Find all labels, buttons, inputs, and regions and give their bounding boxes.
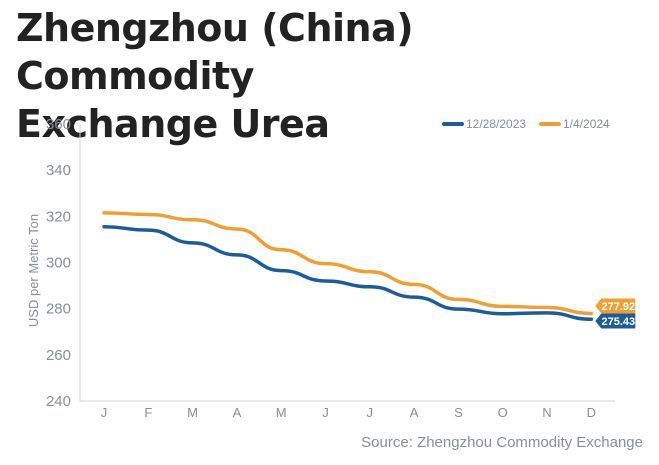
series-lines xyxy=(102,211,594,321)
title-line-1: Zhengzhou (China) Commodity xyxy=(16,6,414,98)
end-value-label: 275.43 xyxy=(601,316,635,328)
y-tick-label: 260 xyxy=(46,347,71,364)
end-value-flag xyxy=(595,298,636,314)
y-tick-label: 280 xyxy=(46,301,71,318)
legend-label: 12/28/2023 xyxy=(466,117,526,131)
axes: 240 260 280 300 320 340 360 J F M A M J J A S O N D USD per… xyxy=(26,116,615,420)
source-note: Source: Zhengzhou Commodity Exchange xyxy=(361,434,643,451)
title-line-2: Exchange Urea xyxy=(16,102,330,146)
x-tick-label: A xyxy=(233,405,242,420)
x-tick-label: F xyxy=(144,405,152,420)
legend: 12/28/2023 1/4/2024 xyxy=(442,117,610,131)
y-tick-label: 340 xyxy=(46,162,71,179)
x-tick-label: N xyxy=(542,405,551,420)
legend-label: 1/4/2024 xyxy=(563,117,610,131)
x-tick-label: J xyxy=(322,405,329,420)
y-tick-label: 300 xyxy=(46,255,71,272)
end-value-label: 277.92 xyxy=(601,301,635,313)
series-line xyxy=(102,224,594,321)
end-value-flag xyxy=(595,313,636,329)
x-tick-label: S xyxy=(454,405,463,420)
chart-title: Zhengzhou (China) Commodity Exchange Ure… xyxy=(16,4,646,148)
x-tick-label: J xyxy=(367,405,374,420)
x-tick-label: O xyxy=(498,405,508,420)
x-tick-label: M xyxy=(187,405,198,420)
series-line xyxy=(102,211,594,316)
y-tick-label: 240 xyxy=(46,393,71,410)
x-tick-label: D xyxy=(587,405,596,420)
x-tick-label: M xyxy=(276,405,287,420)
x-tick-label: A xyxy=(410,405,419,420)
y-tick-label: 360 xyxy=(46,116,71,133)
y-axis-label: USD per Metric Ton xyxy=(26,214,41,327)
end-labels: 275.43 277.92 xyxy=(595,298,636,329)
y-tick-label: 320 xyxy=(46,208,71,225)
x-tick-label: J xyxy=(101,405,108,420)
